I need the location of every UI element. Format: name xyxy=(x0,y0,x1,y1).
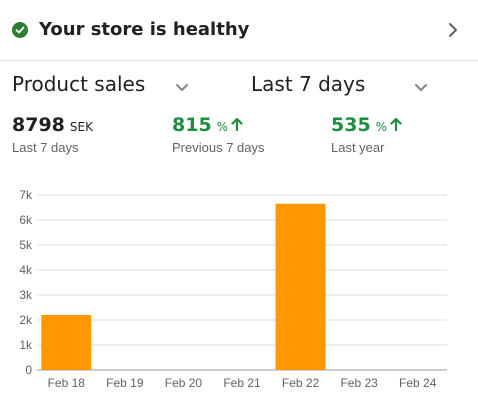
stat-value: 815 xyxy=(172,114,212,136)
chevron-right-icon[interactable] xyxy=(447,22,459,43)
x-tick-label: Feb 23 xyxy=(340,376,378,390)
y-tick-label: 2k xyxy=(19,313,33,327)
store-health-banner[interactable]: Your store is healthy xyxy=(0,0,478,61)
arrow-up-icon xyxy=(390,114,402,136)
date-range-label: Last 7 days xyxy=(251,72,366,96)
x-tick-label: Feb 18 xyxy=(48,376,86,390)
stat-label: Last 7 days xyxy=(12,140,79,155)
x-tick-label: Feb 24 xyxy=(399,376,437,390)
y-tick-label: 7k xyxy=(19,188,33,202)
stat-previous-7-days: 815 % Previous 7 days xyxy=(172,114,265,155)
y-tick-label: 3k xyxy=(19,288,33,302)
arrow-up-icon xyxy=(231,114,243,136)
sales-bar-chart: 0 1k 2k 3k 4k 5k 6k 7k Feb 18 Feb 19 Feb 20 Feb 21 F… xyxy=(19,188,447,390)
stat-value: 535 xyxy=(331,114,371,136)
bar[interactable] xyxy=(41,315,92,370)
y-tick-label: 1k xyxy=(19,338,33,352)
metric-selector[interactable]: Product sales xyxy=(12,72,192,100)
stat-unit: % xyxy=(216,120,229,134)
x-tick-label: Feb 22 xyxy=(282,376,320,390)
stat-label: Last year xyxy=(331,140,385,155)
chevron-down-icon xyxy=(414,80,428,98)
store-health-title: Your store is healthy xyxy=(39,19,250,40)
y-tick-label: 5k xyxy=(19,238,33,252)
chevron-down-icon xyxy=(175,80,189,98)
y-tick-label: 4k xyxy=(19,263,33,277)
stat-label: Previous 7 days xyxy=(172,140,265,155)
stat-last-year: 535 % Last year xyxy=(331,114,402,155)
check-circle-icon xyxy=(12,22,28,38)
stat-total-sales: 8798 SEK Last 7 days xyxy=(12,114,93,155)
y-tick-label: 0 xyxy=(25,363,32,377)
x-tick-label: Feb 21 xyxy=(223,376,261,390)
x-tick-label: Feb 19 xyxy=(106,376,144,390)
metric-selector-label: Product sales xyxy=(12,72,146,96)
stat-unit: SEK xyxy=(69,120,93,134)
y-tick-label: 6k xyxy=(19,213,33,227)
stat-value: 8798 xyxy=(12,114,65,136)
bar[interactable] xyxy=(275,203,326,370)
stat-unit: % xyxy=(375,120,388,134)
date-range-selector[interactable]: Last 7 days xyxy=(251,72,436,100)
x-tick-label: Feb 20 xyxy=(165,376,203,390)
